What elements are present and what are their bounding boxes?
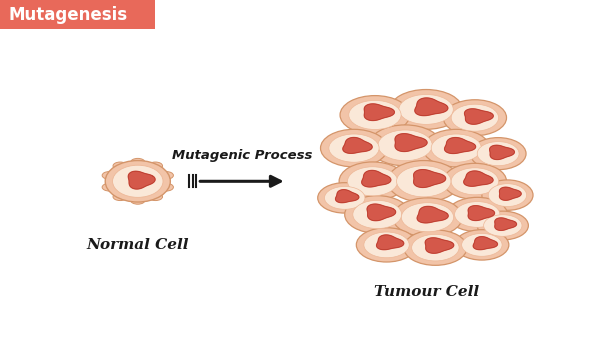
Ellipse shape (344, 196, 410, 233)
Ellipse shape (148, 193, 163, 201)
Polygon shape (335, 190, 359, 202)
Ellipse shape (484, 215, 522, 236)
Polygon shape (495, 218, 517, 230)
Ellipse shape (325, 186, 365, 209)
Ellipse shape (113, 165, 163, 197)
Polygon shape (364, 104, 394, 121)
Ellipse shape (364, 232, 409, 258)
Ellipse shape (443, 163, 506, 199)
Ellipse shape (451, 168, 499, 195)
Ellipse shape (388, 160, 460, 202)
Ellipse shape (102, 183, 116, 191)
Text: Tumour Cell: Tumour Cell (374, 285, 479, 299)
Ellipse shape (477, 142, 519, 165)
Ellipse shape (447, 197, 508, 232)
Ellipse shape (148, 162, 163, 170)
Polygon shape (464, 171, 493, 186)
Ellipse shape (131, 158, 145, 166)
Ellipse shape (451, 104, 499, 131)
Ellipse shape (159, 172, 173, 179)
Polygon shape (362, 171, 391, 187)
Polygon shape (343, 137, 372, 153)
Ellipse shape (392, 198, 463, 237)
Ellipse shape (455, 230, 509, 260)
Ellipse shape (397, 166, 451, 197)
Ellipse shape (340, 95, 410, 134)
Ellipse shape (339, 162, 406, 201)
Polygon shape (473, 237, 497, 250)
Ellipse shape (105, 160, 170, 202)
Ellipse shape (318, 183, 371, 213)
Ellipse shape (488, 184, 527, 206)
Ellipse shape (423, 129, 490, 167)
Polygon shape (425, 238, 454, 253)
Polygon shape (417, 206, 448, 223)
Ellipse shape (470, 137, 526, 170)
Ellipse shape (329, 134, 379, 162)
Text: Mutagenesis: Mutagenesis (8, 6, 127, 24)
FancyBboxPatch shape (0, 0, 155, 29)
Ellipse shape (113, 193, 127, 201)
Ellipse shape (477, 211, 529, 240)
Polygon shape (377, 235, 404, 250)
Polygon shape (367, 204, 395, 221)
Ellipse shape (390, 89, 463, 129)
Polygon shape (413, 170, 446, 187)
Ellipse shape (369, 125, 442, 166)
Polygon shape (500, 187, 521, 200)
Ellipse shape (347, 167, 398, 196)
Ellipse shape (455, 202, 500, 227)
Polygon shape (415, 98, 448, 116)
Polygon shape (395, 134, 427, 151)
Ellipse shape (399, 94, 453, 124)
Ellipse shape (159, 183, 173, 191)
Polygon shape (445, 137, 476, 153)
Ellipse shape (431, 134, 481, 162)
Text: Mutagenic Process: Mutagenic Process (172, 149, 313, 162)
Ellipse shape (482, 180, 533, 210)
Ellipse shape (320, 129, 388, 167)
Ellipse shape (349, 101, 401, 130)
Ellipse shape (131, 196, 145, 204)
Ellipse shape (401, 203, 454, 232)
Polygon shape (468, 206, 494, 220)
Ellipse shape (443, 100, 506, 136)
Ellipse shape (113, 162, 127, 170)
Ellipse shape (378, 130, 433, 161)
Ellipse shape (404, 230, 467, 265)
Polygon shape (490, 145, 514, 159)
FancyArrowPatch shape (200, 176, 280, 186)
Ellipse shape (356, 228, 417, 262)
Ellipse shape (412, 234, 459, 261)
Polygon shape (128, 171, 155, 189)
Ellipse shape (102, 172, 116, 179)
Ellipse shape (461, 233, 502, 256)
Text: Normal Cell: Normal Cell (86, 238, 189, 252)
Ellipse shape (353, 200, 401, 229)
Polygon shape (464, 109, 493, 124)
